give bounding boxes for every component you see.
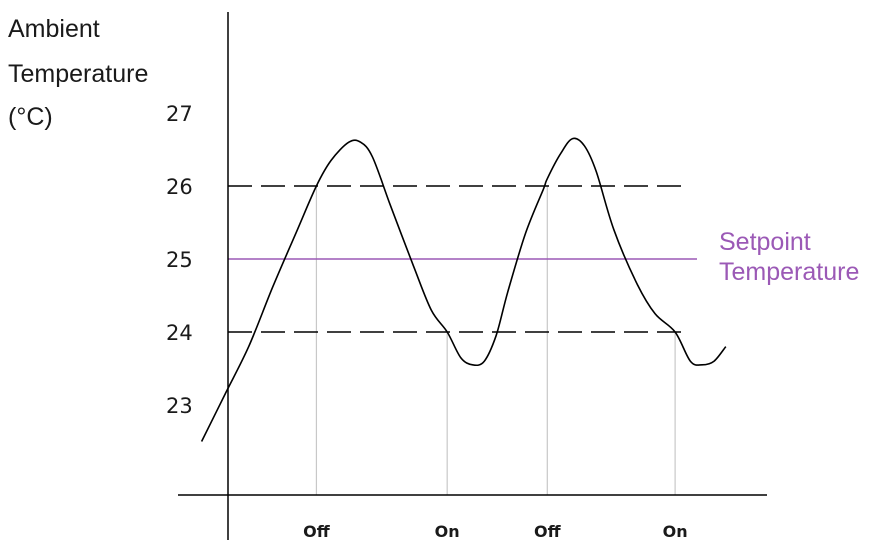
y-tick-label: 25 [166,248,193,272]
y-axis-label-line-2: Temperature [8,60,148,88]
setpoint-label-line-2: Temperature [719,258,859,286]
y-tick-label: 23 [166,394,193,418]
y-axis-label-line-3: (°C) [8,103,53,131]
event-labels: Off On Off On [303,522,687,541]
y-tick-label: 26 [166,175,193,199]
event-label-off: Off [303,522,331,541]
event-label-off: Off [534,522,562,541]
setpoint-label-line-1: Setpoint [719,228,811,256]
y-axis-label-line-1: Ambient [8,15,100,43]
temperature-curve [200,137,727,442]
event-guides [315,186,676,495]
deadband-lines [228,185,690,333]
y-tick-labels: 27 26 25 24 23 [166,102,193,418]
event-label-on: On [435,522,460,541]
y-tick-label: 24 [166,321,193,345]
event-label-on: On [663,522,688,541]
y-tick-label: 27 [166,102,193,126]
